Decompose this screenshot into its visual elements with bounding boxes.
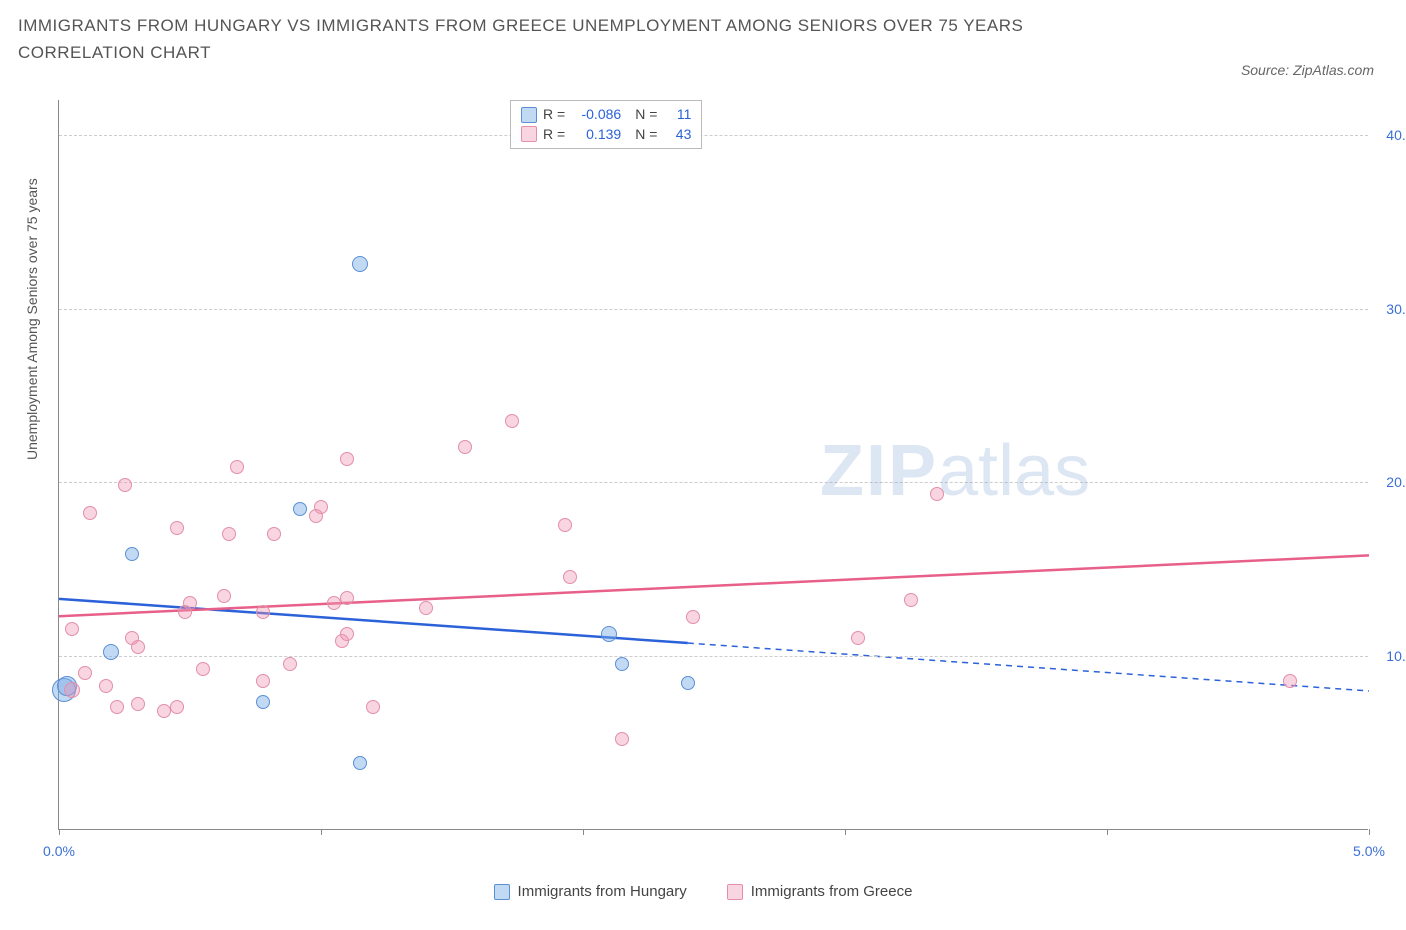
- x-tick: [59, 829, 60, 835]
- y-tick-label: 10.0%: [1376, 648, 1406, 664]
- legend-label-greece: Immigrants from Greece: [751, 883, 913, 900]
- data-point: [558, 518, 572, 532]
- x-tick: [845, 829, 846, 835]
- data-point: [103, 644, 119, 660]
- data-point: [183, 596, 197, 610]
- data-point: [131, 640, 145, 654]
- data-point: [170, 521, 184, 535]
- y-axis-label: Unemployment Among Seniors over 75 years: [24, 178, 40, 460]
- data-point: [110, 700, 124, 714]
- data-point: [353, 756, 367, 770]
- source-attribution: Source: ZipAtlas.com: [1241, 62, 1374, 78]
- y-tick-label: 40.0%: [1376, 127, 1406, 143]
- legend-swatch: [521, 107, 537, 123]
- data-point: [83, 506, 97, 520]
- trend-lines: [59, 100, 1368, 829]
- data-point: [293, 502, 307, 516]
- x-tick: [583, 829, 584, 835]
- trend-line-dashed: [688, 643, 1369, 691]
- legend-swatch: [521, 126, 537, 142]
- x-tick-label: 0.0%: [43, 843, 75, 859]
- data-point: [681, 676, 695, 690]
- legend-n-value: 43: [663, 125, 691, 145]
- data-point: [458, 440, 472, 454]
- x-tick: [321, 829, 322, 835]
- grid-line: [59, 482, 1368, 483]
- legend-r-label: R =: [543, 105, 565, 125]
- data-point: [256, 605, 270, 619]
- plot-area: 10.0%20.0%30.0%40.0%0.0%5.0%: [58, 100, 1368, 830]
- data-point: [256, 674, 270, 688]
- series-legend: Immigrants from Hungary Immigrants from …: [0, 883, 1406, 900]
- data-point: [505, 414, 519, 428]
- data-point: [196, 662, 210, 676]
- data-point: [563, 570, 577, 584]
- legend-n-label: N =: [635, 125, 657, 145]
- data-point: [327, 596, 341, 610]
- x-tick: [1107, 829, 1108, 835]
- legend-r-value: -0.086: [571, 105, 621, 125]
- data-point: [615, 657, 629, 671]
- data-point: [314, 500, 328, 514]
- chart-title: IMMIGRANTS FROM HUNGARY VS IMMIGRANTS FR…: [18, 12, 1118, 66]
- data-point: [217, 589, 231, 603]
- legend-row: R = -0.086 N = 11: [521, 105, 691, 125]
- legend-item-greece: Immigrants from Greece: [727, 883, 913, 900]
- data-point: [222, 527, 236, 541]
- data-point: [170, 700, 184, 714]
- data-point: [256, 695, 270, 709]
- x-tick-label: 5.0%: [1353, 843, 1385, 859]
- data-point: [131, 697, 145, 711]
- grid-line: [59, 309, 1368, 310]
- legend-swatch-greece: [727, 884, 743, 900]
- data-point: [340, 627, 354, 641]
- legend-swatch-hungary: [494, 884, 510, 900]
- legend-n-value: 11: [663, 105, 691, 125]
- data-point: [283, 657, 297, 671]
- data-point: [230, 460, 244, 474]
- legend-row: R = 0.139 N = 43: [521, 125, 691, 145]
- y-tick-label: 20.0%: [1376, 474, 1406, 490]
- data-point: [930, 487, 944, 501]
- legend-label-hungary: Immigrants from Hungary: [518, 883, 687, 900]
- legend-r-label: R =: [543, 125, 565, 145]
- legend-item-hungary: Immigrants from Hungary: [494, 883, 687, 900]
- data-point: [366, 700, 380, 714]
- grid-line: [59, 656, 1368, 657]
- data-point: [118, 478, 132, 492]
- data-point: [851, 631, 865, 645]
- data-point: [125, 547, 139, 561]
- data-point: [157, 704, 171, 718]
- data-point: [267, 527, 281, 541]
- trend-line-solid: [59, 599, 688, 643]
- data-point: [65, 622, 79, 636]
- data-point: [99, 679, 113, 693]
- grid-line: [59, 135, 1368, 136]
- data-point: [1283, 674, 1297, 688]
- data-point: [419, 601, 433, 615]
- data-point: [340, 452, 354, 466]
- data-point: [352, 256, 368, 272]
- data-point: [615, 732, 629, 746]
- data-point: [601, 626, 617, 642]
- legend-n-label: N =: [635, 105, 657, 125]
- trend-line-solid: [59, 555, 1369, 616]
- data-point: [78, 666, 92, 680]
- x-tick: [1369, 829, 1370, 835]
- data-point: [64, 682, 80, 698]
- y-tick-label: 30.0%: [1376, 301, 1406, 317]
- legend-r-value: 0.139: [571, 125, 621, 145]
- data-point: [340, 591, 354, 605]
- data-point: [904, 593, 918, 607]
- data-point: [686, 610, 700, 624]
- correlation-legend: R = -0.086 N = 11 R = 0.139 N = 43: [510, 100, 702, 149]
